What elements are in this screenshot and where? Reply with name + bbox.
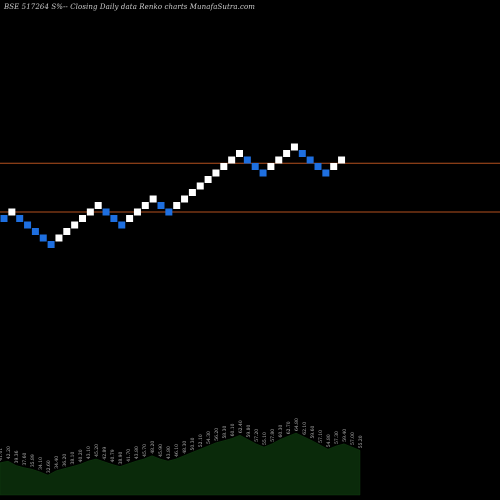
volume-label: 54.80: [326, 434, 332, 447]
volume-label: 57.10: [318, 430, 324, 443]
renko-brick-down: [24, 221, 32, 229]
volume-label: 48.30: [182, 441, 188, 454]
volume-label: 58.30: [222, 426, 228, 439]
renko-brick-up: [338, 156, 346, 164]
volume-label: 34.40: [54, 456, 60, 469]
renko-brick-down: [47, 241, 55, 248]
volume-label: 35.89: [30, 454, 36, 467]
volume-label: 59.60: [310, 426, 316, 439]
volume-label: 57.80: [270, 429, 276, 442]
renko-brick-down: [165, 208, 173, 216]
renko-brick-down: [157, 202, 165, 209]
volume-label: 40.20: [78, 449, 84, 462]
volume-label: 60.10: [230, 423, 236, 436]
volume-label: 42.89: [102, 447, 108, 460]
renko-brick-up: [196, 182, 204, 190]
volume-label: 41.01: [0, 448, 4, 461]
volume-label: 45.90: [158, 444, 164, 457]
volume-label: 64.80: [294, 418, 300, 431]
volume-label: 43.80: [166, 446, 172, 459]
volume-label: 32.60: [46, 460, 52, 473]
renko-brick-up: [126, 215, 134, 222]
volume-label: 43.80: [134, 446, 140, 459]
volume-label: 34.10: [38, 457, 44, 470]
renko-brick-up: [133, 208, 141, 216]
renko-brick-up: [141, 202, 149, 209]
volume-label: 37.60: [22, 453, 28, 466]
renko-brick-down: [298, 150, 306, 157]
renko-brick-down: [314, 163, 322, 170]
renko-brick-up: [173, 202, 181, 209]
renko-brick-up: [228, 156, 236, 164]
renko-brick-up: [149, 195, 157, 203]
volume-label: 48.20: [150, 441, 156, 454]
volume-label: 50.30: [190, 437, 196, 450]
renko-brick-up: [8, 208, 16, 216]
volume-label: 57.30: [334, 431, 340, 444]
renko-brick-up: [275, 156, 283, 164]
volume-label: 56.20: [214, 428, 220, 441]
renko-brick-down: [118, 221, 126, 229]
volume-label: 42.20: [6, 446, 12, 459]
volume-label: 62.70: [286, 421, 292, 434]
volume-label: 43.10: [86, 446, 92, 459]
volume-label: 55.20: [358, 435, 364, 448]
volume-label: 40.79: [110, 449, 116, 462]
volume-label: 41.70: [126, 449, 132, 462]
renko-brick-down: [31, 228, 39, 235]
volume-label: 57.20: [254, 429, 260, 442]
volume-label: 62.40: [238, 420, 244, 433]
renko-brick-up: [86, 208, 94, 216]
renko-brick-up: [71, 221, 79, 229]
volume-label: 36.20: [62, 454, 68, 467]
renko-brick-down: [102, 208, 110, 216]
renko-brick-down: [322, 169, 330, 177]
renko-brick-up: [330, 163, 338, 170]
renko-brick-up: [212, 169, 220, 177]
renko-brick-down: [306, 156, 314, 164]
volume-label: 39.36: [14, 450, 20, 463]
volume-label: 54.30: [206, 431, 212, 444]
renko-brick-down: [110, 215, 118, 222]
renko-brick-up: [204, 176, 212, 183]
renko-brick-up: [290, 143, 298, 151]
volume-label: 52.10: [198, 434, 204, 447]
renko-brick-up: [55, 234, 63, 242]
renko-brick-down: [243, 156, 251, 164]
renko-brick-down: [0, 215, 8, 222]
renko-brick-down: [259, 169, 267, 177]
chart-title: BSE 517264 S%-- Closing Daily data Renko…: [4, 3, 256, 11]
volume-area: [0, 432, 361, 496]
renko-brick-up: [79, 215, 86, 222]
volume-label: 46.10: [174, 444, 180, 457]
renko-brick-down: [251, 163, 259, 170]
renko-brick-up: [220, 163, 228, 170]
volume-label: 55.10: [262, 432, 268, 445]
volume-label: 38.90: [118, 451, 124, 464]
renko-brick-up: [94, 202, 102, 209]
renko-brick-up: [283, 150, 291, 157]
renko-brick-up: [188, 189, 196, 196]
volume-label: 59.40: [342, 429, 348, 442]
renko-brick-up: [63, 228, 71, 235]
volume-label: 38.10: [70, 451, 76, 464]
volume-label: 62.10: [302, 422, 308, 435]
volume-label: 45.70: [142, 444, 148, 457]
renko-brick-down: [16, 215, 24, 222]
volume-label: 59.80: [246, 424, 252, 437]
volume-label: 60.30: [278, 424, 284, 437]
renko-brick-up: [236, 150, 243, 157]
renko-brick-up: [181, 195, 189, 203]
renko-brick-up: [267, 163, 275, 170]
volume-label: 57.00: [350, 432, 356, 445]
volume-label: 45.20: [94, 444, 100, 457]
renko-brick-down: [39, 234, 47, 242]
